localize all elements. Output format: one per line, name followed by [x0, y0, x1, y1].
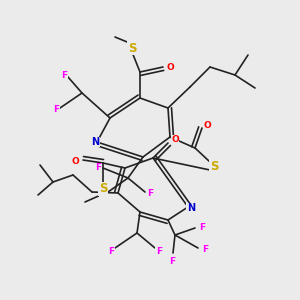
- Text: F: F: [100, 190, 106, 199]
- Text: F: F: [108, 248, 114, 256]
- Text: F: F: [202, 244, 208, 253]
- Text: O: O: [71, 157, 79, 166]
- Text: N: N: [187, 203, 195, 213]
- Text: F: F: [95, 164, 101, 172]
- Text: O: O: [166, 62, 174, 71]
- Text: O: O: [203, 121, 211, 130]
- Text: F: F: [156, 248, 162, 256]
- Text: S: S: [99, 182, 107, 196]
- Text: F: F: [53, 106, 59, 115]
- Text: F: F: [61, 70, 67, 80]
- Text: S: S: [210, 160, 218, 173]
- Text: S: S: [128, 41, 136, 55]
- Text: O: O: [171, 136, 179, 145]
- Text: F: F: [147, 190, 153, 199]
- Text: F: F: [169, 256, 175, 266]
- Text: N: N: [91, 137, 99, 147]
- Text: F: F: [199, 223, 205, 232]
